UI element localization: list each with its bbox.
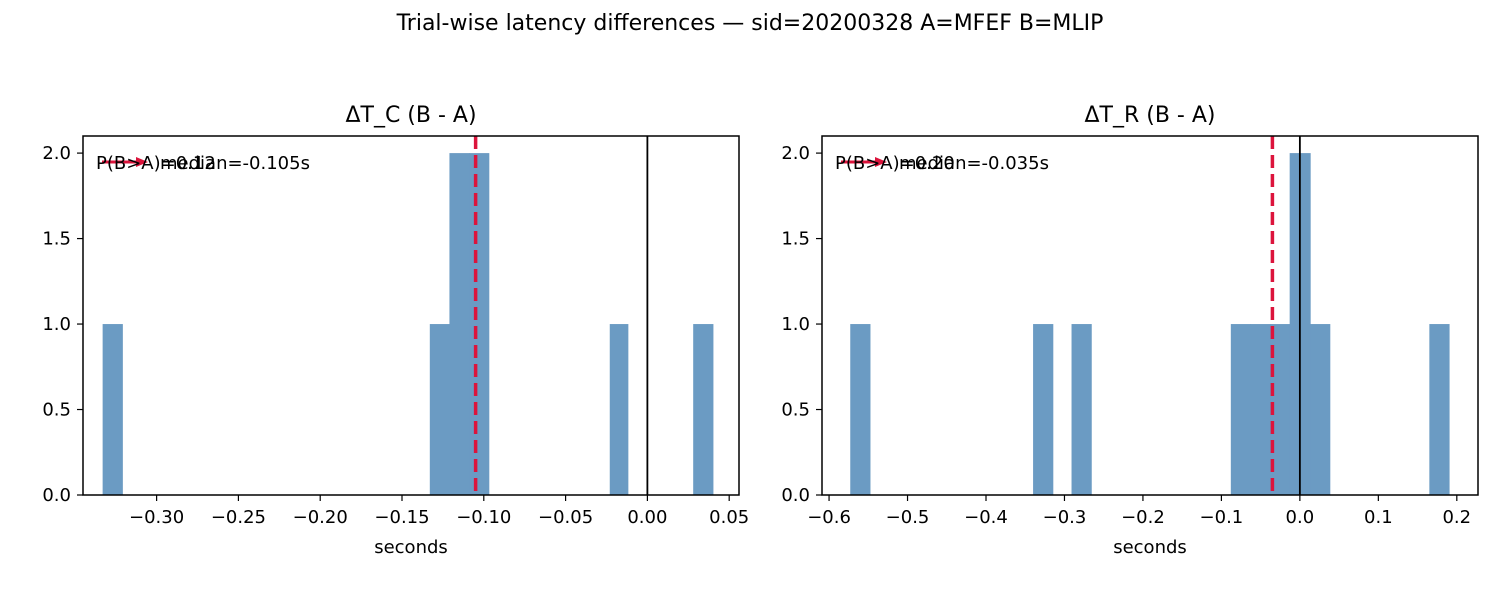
histogram-bar-2 — [449, 153, 470, 495]
histogram-bar-3 — [1230, 324, 1252, 495]
y-tick-label: 0.0 — [42, 485, 71, 506]
probability-text: P(B>A)=0.20 — [835, 153, 955, 174]
y-tick-label: 1.0 — [42, 314, 71, 335]
histogram-bar-8 — [1429, 324, 1450, 495]
histogram-bar-2 — [1071, 324, 1092, 495]
x-tick-label: 0.2 — [1442, 507, 1471, 528]
bars-group — [850, 153, 1450, 495]
histogram-panel-delta-tc: ΔT_C (B - A) −0.30 −0.25 −0.20 −0.15 −0.10 −0… — [42, 103, 749, 558]
figure-title: Trial-wise latency differences — sid=202… — [396, 11, 1104, 36]
x-tick-label: −0.1 — [1200, 507, 1244, 528]
median-text: median=-0.035s — [899, 153, 1049, 174]
x-tick-label: −0.30 — [129, 507, 184, 528]
median-text: median=-0.105s — [160, 153, 310, 174]
x-axis-label: seconds — [374, 537, 448, 558]
x-axis-label: seconds — [1113, 537, 1187, 558]
y-tick-label: 2.0 — [42, 143, 71, 164]
histogram-bar-1 — [1033, 324, 1054, 495]
legend-arrow-head-icon — [875, 157, 887, 167]
y-tick-label: 0.5 — [781, 400, 810, 421]
legend: P(B>A)=0.20 median=-0.035s — [835, 153, 1049, 174]
panel-title: ΔT_C (B - A) — [345, 103, 476, 128]
histogram-bar-5 — [1270, 324, 1291, 495]
y-tick-label: 0.5 — [42, 400, 71, 421]
x-tick-label: −0.6 — [807, 507, 851, 528]
reference-lines — [1270, 136, 1301, 495]
probability-text: P(B>A)=0.12 — [96, 153, 216, 174]
bars-group — [102, 153, 714, 495]
y-ticks: 0.0 0.5 1.0 1.5 2.0 — [781, 143, 822, 506]
panel-title: ΔT_R (B - A) — [1084, 103, 1215, 128]
histogram-panel-delta-tr: ΔT_R (B - A) −0.6 −0.5 −0.4 −0.3 −0.2 −0.1 0.0… — [781, 103, 1479, 558]
y-tick-label: 1.0 — [781, 314, 810, 335]
y-tick-label: 1.5 — [781, 229, 810, 250]
x-tick-label: 0.05 — [709, 507, 749, 528]
x-tick-label: −0.20 — [293, 507, 348, 528]
x-tick-label: −0.15 — [374, 507, 429, 528]
axes-frame — [82, 135, 740, 496]
x-ticks: −0.6 −0.5 −0.4 −0.3 −0.2 −0.1 0.0 0.1 0.2 — [807, 495, 1471, 528]
y-tick-label: 0.0 — [781, 485, 810, 506]
x-tick-label: 0.0 — [1286, 507, 1315, 528]
histogram-bar-4 — [609, 324, 629, 495]
x-tick-label: −0.05 — [538, 507, 593, 528]
x-ticks: −0.30 −0.25 −0.20 −0.15 −0.10 −0.05 0.00 0.05 — [129, 495, 749, 528]
x-tick-label: −0.5 — [886, 507, 930, 528]
x-tick-label: −0.4 — [964, 507, 1008, 528]
x-tick-label: −0.3 — [1043, 507, 1087, 528]
histogram-bar-4 — [1250, 324, 1271, 495]
histogram-bar-0 — [850, 324, 871, 495]
reference-lines — [473, 136, 649, 495]
x-tick-label: 0.1 — [1364, 507, 1393, 528]
histogram-bar-0 — [102, 324, 123, 495]
x-tick-label: −0.25 — [211, 507, 266, 528]
x-tick-label: 0.00 — [627, 507, 667, 528]
x-tick-label: −0.2 — [1121, 507, 1165, 528]
y-ticks: 0.0 0.5 1.0 1.5 2.0 — [42, 143, 83, 506]
histogram-bar-1 — [429, 324, 451, 495]
legend-arrow-head-icon — [136, 157, 148, 167]
histogram-bar-7 — [1310, 324, 1331, 495]
y-tick-label: 2.0 — [781, 143, 810, 164]
histogram-bar-3 — [469, 153, 490, 495]
axes-frame — [821, 135, 1479, 496]
x-tick-label: −0.10 — [456, 507, 511, 528]
histogram-bar-5 — [693, 324, 714, 495]
legend: P(B>A)=0.12 median=-0.105s — [96, 153, 310, 174]
y-tick-label: 1.5 — [42, 229, 71, 250]
